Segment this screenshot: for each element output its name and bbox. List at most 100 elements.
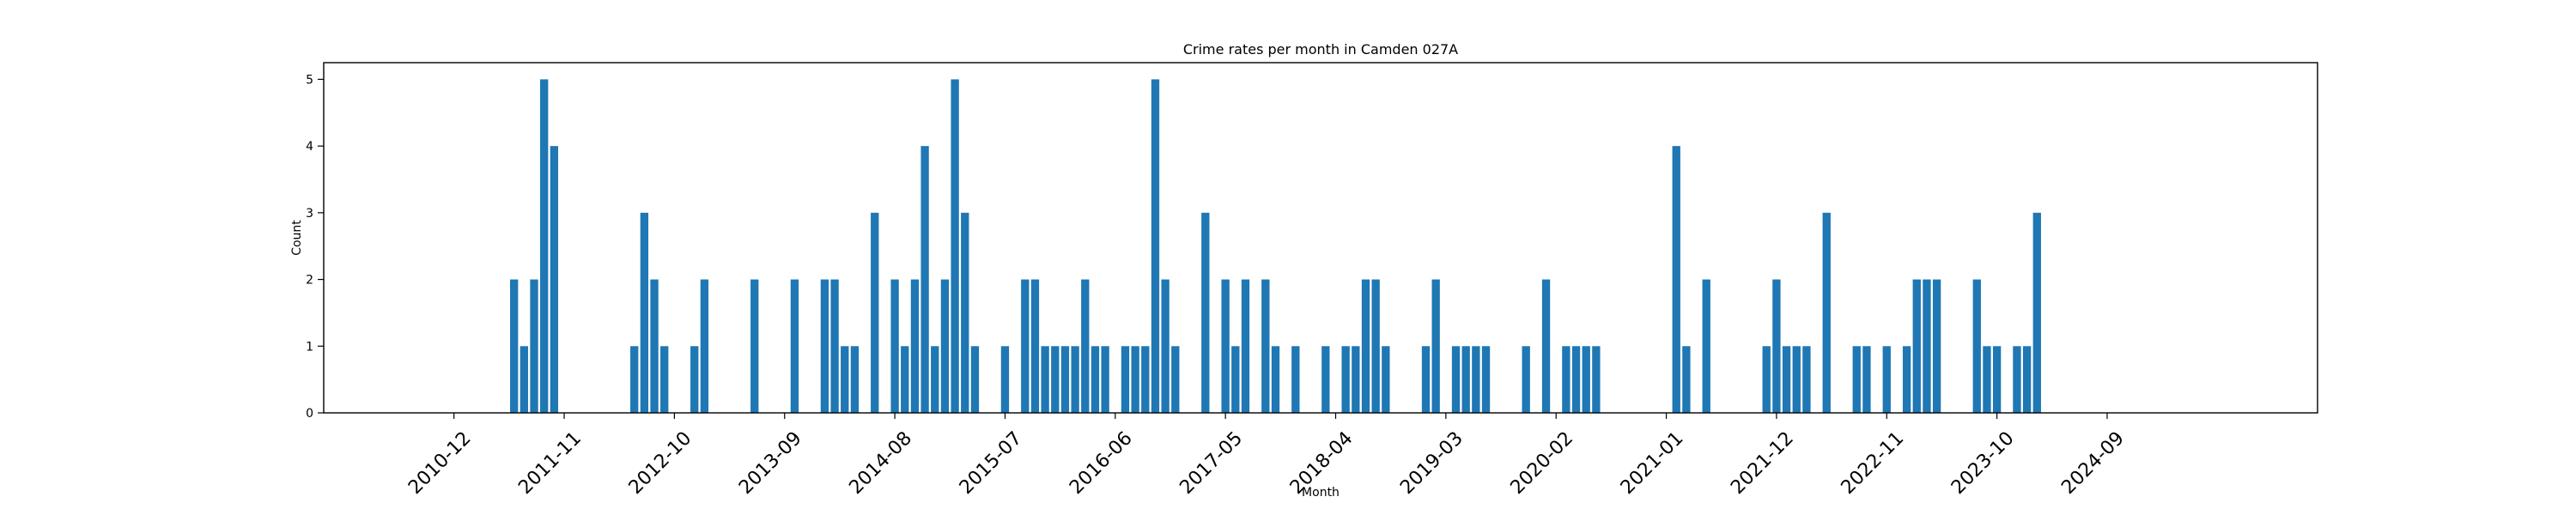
bar <box>1241 279 1250 413</box>
bar <box>650 279 659 413</box>
bar <box>961 212 969 413</box>
bar <box>1030 279 1040 413</box>
y-tick-label: 4 <box>306 140 313 154</box>
y-tick-label: 2 <box>306 274 313 288</box>
bar <box>1912 279 1921 413</box>
bar <box>1902 346 1911 413</box>
y-tick-label: 5 <box>306 73 313 87</box>
bar <box>871 212 879 413</box>
x-tick-label: 2021-12 <box>1727 427 1798 499</box>
bar <box>530 279 538 413</box>
x-axis: 2010-12 2011-11 2012-10 2013-09 2014-08 2015-… <box>404 413 2129 499</box>
bar <box>1772 279 1781 413</box>
y-axis-label: Count <box>290 220 304 256</box>
plot-frame <box>323 62 2318 414</box>
bar <box>1121 346 1130 413</box>
x-tick-label: 2020-02 <box>1507 427 1578 499</box>
bar <box>1541 279 1551 413</box>
bar <box>550 146 559 413</box>
bar <box>1021 279 1030 413</box>
bar <box>640 212 649 413</box>
x-tick-label: 2016-06 <box>1066 427 1137 499</box>
bar <box>1161 279 1170 413</box>
bar <box>1231 346 1240 413</box>
bar <box>1923 279 1931 413</box>
bar <box>2022 346 2032 413</box>
y-tick-label: 1 <box>306 340 313 354</box>
bar <box>1000 346 1010 413</box>
bar <box>1382 346 1390 413</box>
x-tick-label: 2012-10 <box>625 427 696 499</box>
bar <box>1461 346 1470 413</box>
bar <box>1371 279 1380 413</box>
bar <box>2013 346 2021 413</box>
bar <box>1822 212 1831 413</box>
bar <box>1862 346 1871 413</box>
bar <box>630 346 639 413</box>
bar <box>1562 346 1571 413</box>
bar <box>1431 279 1440 413</box>
bar <box>1221 279 1230 413</box>
bar <box>841 346 849 413</box>
bar <box>1081 279 1090 413</box>
bar <box>660 346 669 413</box>
x-tick-label: 2019-03 <box>1396 427 1467 499</box>
x-tick-label: 2011-11 <box>514 427 586 499</box>
x-tick-label: 2017-05 <box>1176 427 1247 499</box>
bar <box>1882 346 1891 413</box>
bar <box>820 279 829 413</box>
bar <box>910 279 920 413</box>
bar <box>1101 346 1109 413</box>
x-tick-label: 2013-09 <box>735 427 806 499</box>
bar <box>890 279 899 413</box>
bar <box>1992 346 2002 413</box>
bar <box>1932 279 1941 413</box>
bar <box>1802 346 1811 413</box>
y-axis: 0 1 2 3 4 5 <box>306 73 324 421</box>
x-axis-label: Month <box>1302 486 1340 500</box>
bar <box>700 279 709 413</box>
bar <box>1060 346 1070 413</box>
bar <box>940 279 950 413</box>
bar <box>1782 346 1791 413</box>
bar <box>2032 212 2041 413</box>
bar <box>1571 346 1581 413</box>
bar <box>1201 212 1210 413</box>
chart-title: Crime rates per month in Camden 027A <box>1183 41 1458 58</box>
bar <box>790 279 799 413</box>
bar <box>1762 346 1771 413</box>
bar <box>1522 346 1530 413</box>
bar <box>1682 346 1691 413</box>
bar <box>1341 346 1350 413</box>
x-tick-label: 2022-11 <box>1838 427 1909 499</box>
x-tick-label: 2024-09 <box>2057 427 2129 499</box>
bar <box>1472 346 1480 413</box>
bar <box>1451 346 1461 413</box>
y-tick-label: 3 <box>306 207 313 221</box>
bar <box>1361 279 1370 413</box>
bar <box>750 279 759 413</box>
bar <box>1071 346 1079 413</box>
y-tick-label: 0 <box>306 407 313 421</box>
bar <box>1131 346 1139 413</box>
bar <box>1291 346 1300 413</box>
bar <box>1171 346 1180 413</box>
bars <box>510 79 2041 414</box>
x-tick-label: 2015-07 <box>956 427 1027 499</box>
bar <box>1051 346 1060 413</box>
bar <box>931 346 939 413</box>
bar <box>1702 279 1710 413</box>
bar <box>1261 279 1270 413</box>
bar <box>510 279 519 413</box>
bar <box>1091 346 1100 413</box>
bar <box>1421 346 1431 413</box>
x-tick-label: 2014-08 <box>845 427 916 499</box>
bar <box>1352 346 1360 413</box>
bar <box>920 146 929 413</box>
x-tick-label: 2021-01 <box>1617 427 1688 499</box>
bar <box>1271 346 1280 413</box>
bar <box>951 79 959 414</box>
bar <box>1582 346 1590 413</box>
bar <box>1672 146 1680 413</box>
